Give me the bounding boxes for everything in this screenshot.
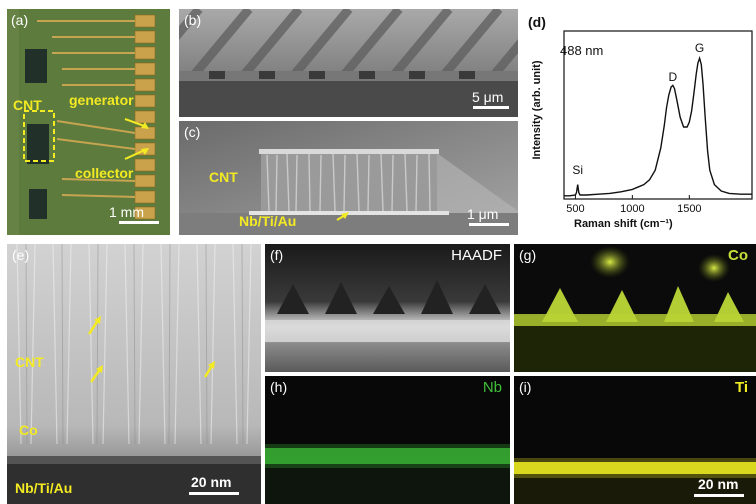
tem-drawing <box>7 244 261 504</box>
panel-label-h: (h) <box>270 379 288 395</box>
haadf-drawing <box>265 244 510 372</box>
peak-label: D <box>668 70 677 84</box>
panel-label-d: (d) <box>528 14 546 30</box>
raman-series-line <box>564 55 752 197</box>
panel-d-raman-chart: (d) 500 1000 1500 Si D G 488 nm Raman shift (… <box>524 9 756 237</box>
scale-bar-label: 1 mm <box>109 204 144 220</box>
map-tag: Nb <box>482 379 502 396</box>
panel-f-haadf-image: (f) HAADF <box>265 244 510 372</box>
co-map-drawing <box>514 244 756 372</box>
panel-label-i: (i) <box>519 379 532 395</box>
peak-label: G <box>695 41 704 55</box>
cnt-label: CNT <box>209 169 238 185</box>
panel-label-e: (e) <box>12 247 30 263</box>
x-tick-label: 1500 <box>677 203 701 215</box>
cnt-label: CNT <box>15 354 44 370</box>
scale-bar-label: 1 μm <box>467 206 499 222</box>
x-tick-label: 500 <box>566 203 584 215</box>
panel-h-nb-map: (h) Nb <box>265 376 510 504</box>
collector-label: collector <box>75 165 134 181</box>
scale-bar-label: 5 μm <box>472 89 504 105</box>
cnt-label: CNT <box>13 97 42 113</box>
ti-map-drawing <box>514 376 756 504</box>
sem-grating-drawing <box>179 9 518 117</box>
co-label: Co <box>19 422 38 438</box>
scale-bar-label: 20 nm <box>191 474 232 490</box>
panel-label-c: (c) <box>184 124 201 140</box>
stack-label: Nb/Ti/Au <box>15 480 73 496</box>
map-tag: Co <box>728 247 748 264</box>
panel-i-ti-map: (i) Ti 20 nm <box>514 376 756 504</box>
map-tag: Ti <box>734 379 748 396</box>
panel-c-sem-image: (c) CNT Nb/Ti/Au 1 μm <box>179 121 518 235</box>
stack-label: Nb/Ti/Au <box>239 213 297 229</box>
scale-bar-label: 20 nm <box>698 476 739 492</box>
device-layout-drawing <box>7 9 170 235</box>
panel-label-g: (g) <box>519 247 537 263</box>
panel-label-a: (a) <box>11 12 29 28</box>
panel-b-sem-image: (b) 5 μm <box>179 9 518 117</box>
panel-g-co-map: (g) Co <box>514 244 756 372</box>
peak-label: Si <box>572 163 583 177</box>
y-axis-label: Intensity (arb. unit) <box>531 60 543 160</box>
panel-a-optical-image: (a) CNT generator collector 1 mm <box>7 9 170 235</box>
map-tag: HAADF <box>451 247 502 264</box>
x-tick-label: 1000 <box>620 203 644 215</box>
raman-plot: 500 1000 1500 Si D G <box>563 30 753 215</box>
panel-label-b: (b) <box>184 12 202 28</box>
panel-label-f: (f) <box>270 247 284 263</box>
x-axis-label: Raman shift (cm⁻¹) <box>574 218 673 230</box>
plot-frame <box>563 30 753 200</box>
sem-pillar-drawing <box>179 121 518 235</box>
panel-e-tem-image: (e) CNT Co Nb/Ti/Au 20 nm <box>7 244 261 504</box>
generator-label: generator <box>69 92 134 108</box>
nb-map-drawing <box>265 376 510 504</box>
wavelength-label: 488 nm <box>560 43 604 58</box>
